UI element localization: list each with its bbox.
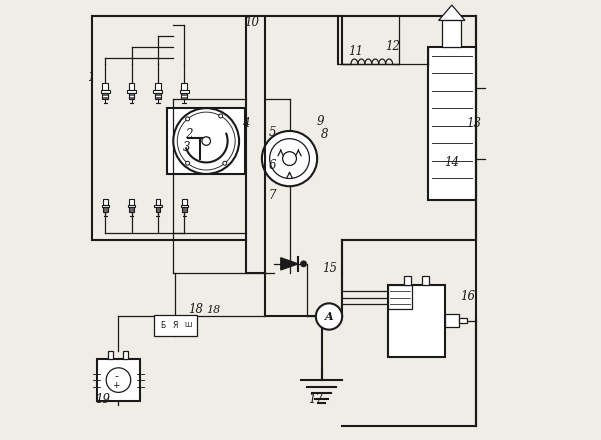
Circle shape	[316, 303, 342, 330]
Text: 10: 10	[244, 16, 259, 29]
Bar	[103, 198, 108, 205]
Text: 18: 18	[206, 304, 221, 315]
Circle shape	[202, 137, 210, 145]
Bar	[103, 93, 108, 99]
Text: 11: 11	[348, 44, 363, 58]
Bar	[129, 93, 135, 99]
Text: 17: 17	[308, 393, 323, 406]
Circle shape	[300, 261, 307, 267]
Bar	[101, 90, 110, 93]
Text: 18: 18	[188, 304, 203, 316]
Bar	[103, 207, 108, 212]
Bar	[428, 47, 476, 200]
Bar	[182, 198, 186, 205]
Text: 16: 16	[460, 290, 475, 303]
Text: A: A	[325, 311, 334, 322]
Text: 8: 8	[321, 128, 328, 141]
Bar	[123, 352, 128, 359]
Bar	[182, 93, 187, 99]
Bar	[168, 108, 245, 174]
Bar	[129, 207, 134, 212]
Text: 2: 2	[185, 128, 192, 141]
Circle shape	[223, 161, 227, 165]
Circle shape	[173, 108, 239, 174]
Bar	[129, 198, 134, 205]
Bar	[388, 285, 445, 357]
Bar	[180, 90, 189, 93]
Text: 7: 7	[268, 189, 276, 202]
Text: 9: 9	[317, 115, 324, 128]
Circle shape	[186, 161, 189, 165]
Text: -: -	[114, 371, 118, 381]
Text: 13: 13	[466, 117, 481, 130]
Circle shape	[219, 114, 222, 118]
Text: Б: Б	[160, 321, 166, 330]
Bar	[156, 207, 160, 212]
Circle shape	[186, 117, 189, 121]
Bar	[182, 207, 186, 212]
Text: 3: 3	[183, 141, 190, 154]
Bar	[459, 318, 467, 323]
Text: Ш: Ш	[184, 322, 192, 328]
Bar	[103, 83, 108, 90]
Bar	[442, 20, 462, 47]
Bar	[127, 90, 136, 93]
Text: 19: 19	[96, 393, 111, 406]
Bar	[97, 359, 141, 401]
Text: 6: 6	[268, 159, 276, 172]
Bar	[404, 276, 412, 285]
Text: 5: 5	[268, 126, 276, 139]
Text: 12: 12	[385, 40, 400, 53]
Text: 15: 15	[322, 262, 337, 275]
Bar	[102, 205, 109, 207]
Bar	[155, 83, 161, 90]
Bar	[154, 205, 162, 207]
Bar	[422, 276, 429, 285]
Bar	[108, 352, 113, 359]
Text: +: +	[112, 381, 120, 390]
Bar	[153, 90, 162, 93]
Bar	[129, 83, 135, 90]
Text: 4: 4	[242, 117, 249, 130]
Text: Я: Я	[173, 321, 178, 330]
Bar	[445, 314, 459, 327]
Circle shape	[282, 152, 296, 165]
Bar	[155, 93, 161, 99]
Bar	[182, 83, 187, 90]
Bar	[156, 198, 160, 205]
Bar	[154, 315, 197, 336]
Bar	[128, 205, 135, 207]
Bar	[180, 205, 188, 207]
Polygon shape	[281, 258, 298, 270]
Circle shape	[270, 139, 310, 179]
Circle shape	[262, 131, 317, 186]
Text: 14: 14	[444, 157, 459, 169]
Text: 1: 1	[87, 71, 94, 84]
Bar	[388, 285, 412, 309]
Polygon shape	[439, 5, 465, 20]
